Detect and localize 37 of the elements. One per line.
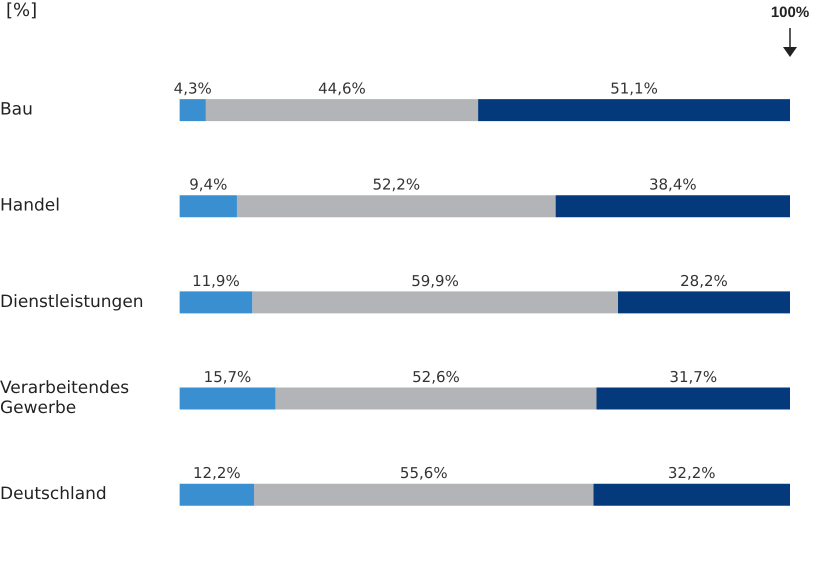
y-tick-label: Handel xyxy=(0,196,60,216)
data-label: 4,3% xyxy=(174,79,212,98)
y-tick-label: Deutschland xyxy=(0,484,107,504)
bar xyxy=(236,195,556,218)
bar xyxy=(180,291,252,314)
data-label: 55,6% xyxy=(400,464,448,482)
data-label: 38,4% xyxy=(648,176,697,194)
bar xyxy=(252,291,618,314)
data-label: 51,1% xyxy=(610,79,658,98)
bar xyxy=(180,99,206,122)
text: 100% xyxy=(770,4,810,21)
data-label: 52,6% xyxy=(412,368,460,386)
data-label: 15,7% xyxy=(204,368,252,386)
text: [%] xyxy=(6,0,38,21)
bar xyxy=(180,195,237,218)
data-label: 9,4% xyxy=(189,176,228,194)
data-label: 28,2% xyxy=(680,272,728,290)
bar xyxy=(254,484,594,506)
data-label: 59,9% xyxy=(411,272,459,290)
data-label: 52,2% xyxy=(372,176,420,194)
data-label: 11,9% xyxy=(192,272,240,290)
bar xyxy=(556,195,790,218)
bar xyxy=(478,99,790,122)
bar xyxy=(618,291,790,314)
bar xyxy=(180,388,276,410)
bar xyxy=(593,484,790,506)
bar xyxy=(180,484,254,506)
y-tick-label: Bau xyxy=(0,100,33,120)
bar xyxy=(596,388,790,410)
data-label: 31,7% xyxy=(669,368,718,386)
y-tick-label: Verarbeitendes Gewerbe xyxy=(0,378,130,418)
data-label: 32,2% xyxy=(668,464,716,482)
y-tick-label: Dienstleistungen xyxy=(0,292,144,312)
bar xyxy=(275,388,596,410)
data-label: 44,6% xyxy=(318,79,366,98)
data-label: 12,2% xyxy=(192,464,241,482)
bar xyxy=(206,99,478,122)
